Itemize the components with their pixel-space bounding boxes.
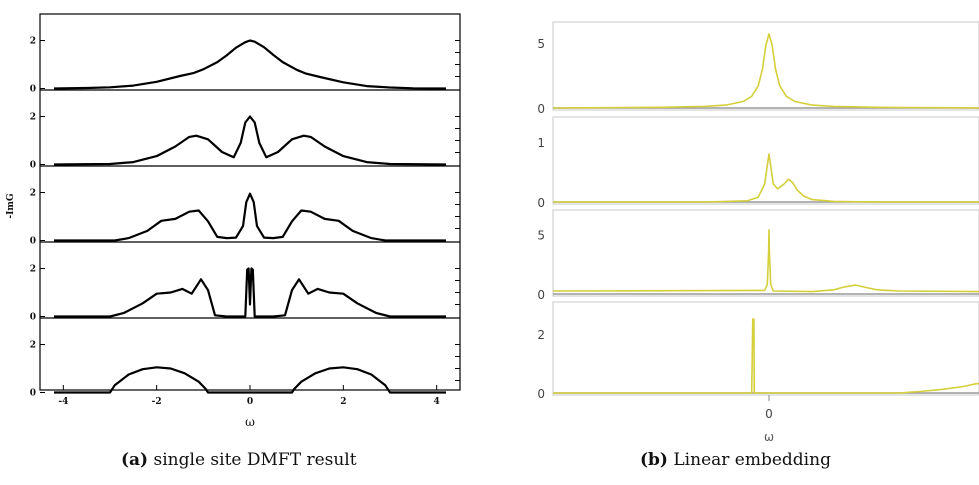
caption-a-text: single site DMFT result: [153, 450, 357, 470]
y-tick-label: 0: [30, 161, 36, 171]
y-tick-label: 0: [537, 288, 545, 302]
panel-frame: [552, 209, 979, 297]
y-tick-label: 2: [537, 328, 545, 342]
x-tick-label: -2: [152, 397, 162, 407]
y-tick-label: 1: [537, 136, 545, 150]
caption-a-label: (a): [121, 450, 149, 470]
x-axis-label: ω: [764, 430, 774, 444]
y-tick-label: 5: [537, 37, 545, 51]
y-axis-label: -ImG: [6, 193, 16, 218]
y-tick-label: 2: [30, 189, 36, 199]
series-line-panel-2: [553, 153, 979, 203]
series-line-panel-1: [552, 33, 979, 109]
series-line-panel-4: [553, 318, 979, 394]
y-tick-label: 2: [30, 341, 36, 351]
y-tick-label: 0: [537, 387, 545, 401]
panel-frame: [552, 21, 979, 111]
panel-frame: [552, 116, 979, 205]
y-tick-label: 2: [30, 37, 36, 47]
y-tick-label: 0: [537, 102, 545, 116]
caption-b-text: Linear embedding: [673, 450, 831, 470]
y-tick-label: 2: [30, 265, 36, 275]
x-tick-label: 0: [247, 397, 253, 407]
y-tick-label: 0: [537, 196, 545, 210]
series-line-panel-5: [54, 366, 446, 394]
caption-b-label: (b): [640, 450, 668, 470]
series-line-panel-3: [552, 229, 979, 293]
y-tick-label: 0: [30, 313, 36, 323]
y-tick-label: 0: [30, 237, 36, 247]
y-tick-label: 0: [30, 85, 36, 95]
y-tick-label: 5: [537, 229, 545, 243]
series-line-panel-4: [54, 267, 446, 318]
series-line-panel-2: [53, 115, 447, 166]
x-tick-label: 2: [340, 397, 346, 407]
x-tick-label: 0: [765, 407, 773, 421]
series-line-panel-1: [53, 39, 447, 90]
panel-frame: [552, 301, 979, 396]
chart-a: 0 2 0 2 0 2 0 2 0 2 -4 -2 0 2 4 ω -ImG: [6, 13, 461, 429]
x-tick-label: -4: [58, 397, 68, 407]
caption-a: (a) single site DMFT result: [121, 450, 357, 470]
x-tick-label: 4: [434, 397, 440, 407]
series-line-panel-3: [54, 192, 446, 242]
y-tick-label: 2: [30, 113, 36, 123]
x-axis-label: ω: [245, 415, 255, 429]
y-tick-label: 0: [30, 389, 36, 399]
chart-a-frame: [39, 13, 461, 391]
caption-b: (b) Linear embedding: [640, 450, 831, 470]
